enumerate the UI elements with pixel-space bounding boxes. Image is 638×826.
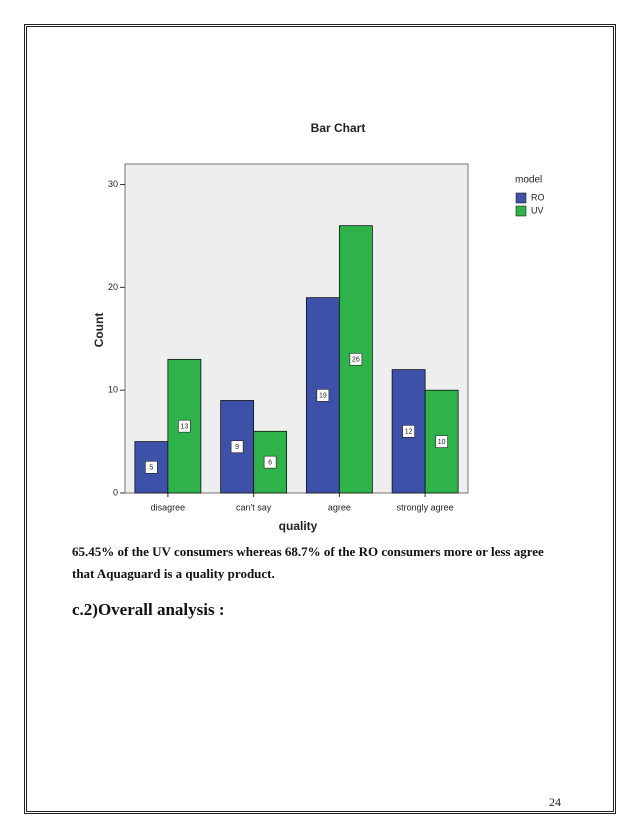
x-tick-label: strongly agree (397, 502, 454, 512)
data-label-box (316, 389, 330, 402)
y-tick-label: 20 (108, 282, 118, 292)
y-tick-label: 10 (108, 385, 118, 395)
data-label-box (145, 460, 158, 474)
data-label: 9 (235, 444, 239, 451)
data-label: 12 (405, 429, 413, 436)
x-tick-label: disagree (151, 502, 186, 512)
data-label-box (230, 440, 244, 454)
data-label-box (349, 353, 363, 366)
y-axis-label: Count (92, 313, 106, 348)
legend-title: model (515, 175, 542, 186)
x-tick-label: agree (328, 502, 351, 512)
page-number: 24 (549, 795, 561, 809)
bar (220, 400, 255, 494)
data-label-box (263, 455, 277, 469)
data-label: 5 (149, 465, 153, 472)
data-label: 10 (438, 439, 446, 446)
legend-swatch (515, 205, 527, 217)
data-label-box (402, 425, 415, 438)
y-tick-label: 0 (113, 487, 118, 497)
heading: c.2)Overall analysis : (72, 600, 225, 619)
paragraph: 65.45% of the UV consumers whereas 68.7%… (72, 544, 544, 581)
x-tick-label: can't say (236, 502, 272, 512)
legend-swatch (515, 192, 527, 204)
data-label: 13 (180, 424, 188, 431)
legend-label: UV (531, 205, 544, 215)
data-label: 6 (268, 460, 272, 467)
x-axis-label: quality (279, 519, 318, 533)
data-label-box (435, 435, 448, 448)
data-label-box (178, 419, 191, 433)
page-frame (24, 24, 616, 814)
data-label: 19 (319, 393, 327, 400)
chart-title: Bar Chart (311, 121, 366, 135)
data-label: 26 (352, 357, 360, 364)
legend-label: RO (531, 192, 545, 202)
y-tick-label: 30 (108, 179, 118, 189)
